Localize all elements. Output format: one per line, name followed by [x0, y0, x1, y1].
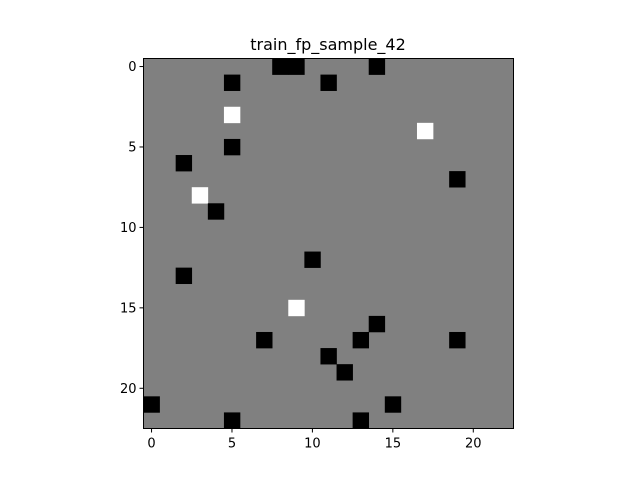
y-tick-label: 0 [128, 60, 136, 75]
heatmap-cell [288, 58, 305, 75]
heatmap-cell [143, 396, 160, 413]
heatmap-cell [223, 74, 241, 91]
heatmap-cell [449, 331, 466, 349]
heatmap-cell [336, 364, 353, 381]
x-tick-label: 5 [228, 437, 236, 452]
x-axis: 0 5 10 15 20 [147, 428, 482, 452]
x-tick-label: 20 [465, 437, 482, 452]
y-tick-label: 5 [128, 140, 136, 155]
heatmap-cell [416, 122, 434, 140]
heatmap-cell [352, 331, 370, 349]
heatmap-cell [352, 412, 370, 429]
x-tick-label: 10 [304, 437, 321, 452]
heatmap-cell [207, 203, 225, 220]
heatmap-cell [175, 267, 193, 285]
heatmap-cell [449, 171, 466, 188]
heatmap-cell [368, 58, 386, 75]
y-tick-label: 20 [120, 382, 137, 397]
plot-area [143, 58, 514, 429]
heatmap-cell [368, 315, 386, 333]
heatmap-cell [223, 106, 241, 124]
y-tick-label: 10 [120, 221, 137, 236]
heatmap-cell [304, 251, 321, 268]
heatmap-cell [272, 58, 289, 75]
heatmap-cell [223, 412, 241, 429]
y-tick-label: 15 [120, 301, 137, 316]
x-tick-label: 0 [147, 437, 155, 452]
heatmap-cell [288, 299, 305, 317]
heatmap-cell [175, 155, 193, 172]
heatmap-cells [143, 58, 466, 429]
heatmap-background [143, 58, 514, 429]
chart-title: train_fp_sample_42 [250, 35, 406, 55]
plot-frame [143, 58, 514, 429]
heatmap-cell [256, 331, 273, 349]
x-tick-label: 15 [385, 437, 402, 452]
heatmap-cell [384, 396, 402, 413]
heatmap-cell [191, 187, 209, 204]
y-axis: 0 5 10 15 20 [120, 60, 144, 397]
heatmap-cell [320, 348, 337, 365]
heatmap-cell [320, 74, 337, 91]
heatmap-cell [223, 138, 241, 156]
